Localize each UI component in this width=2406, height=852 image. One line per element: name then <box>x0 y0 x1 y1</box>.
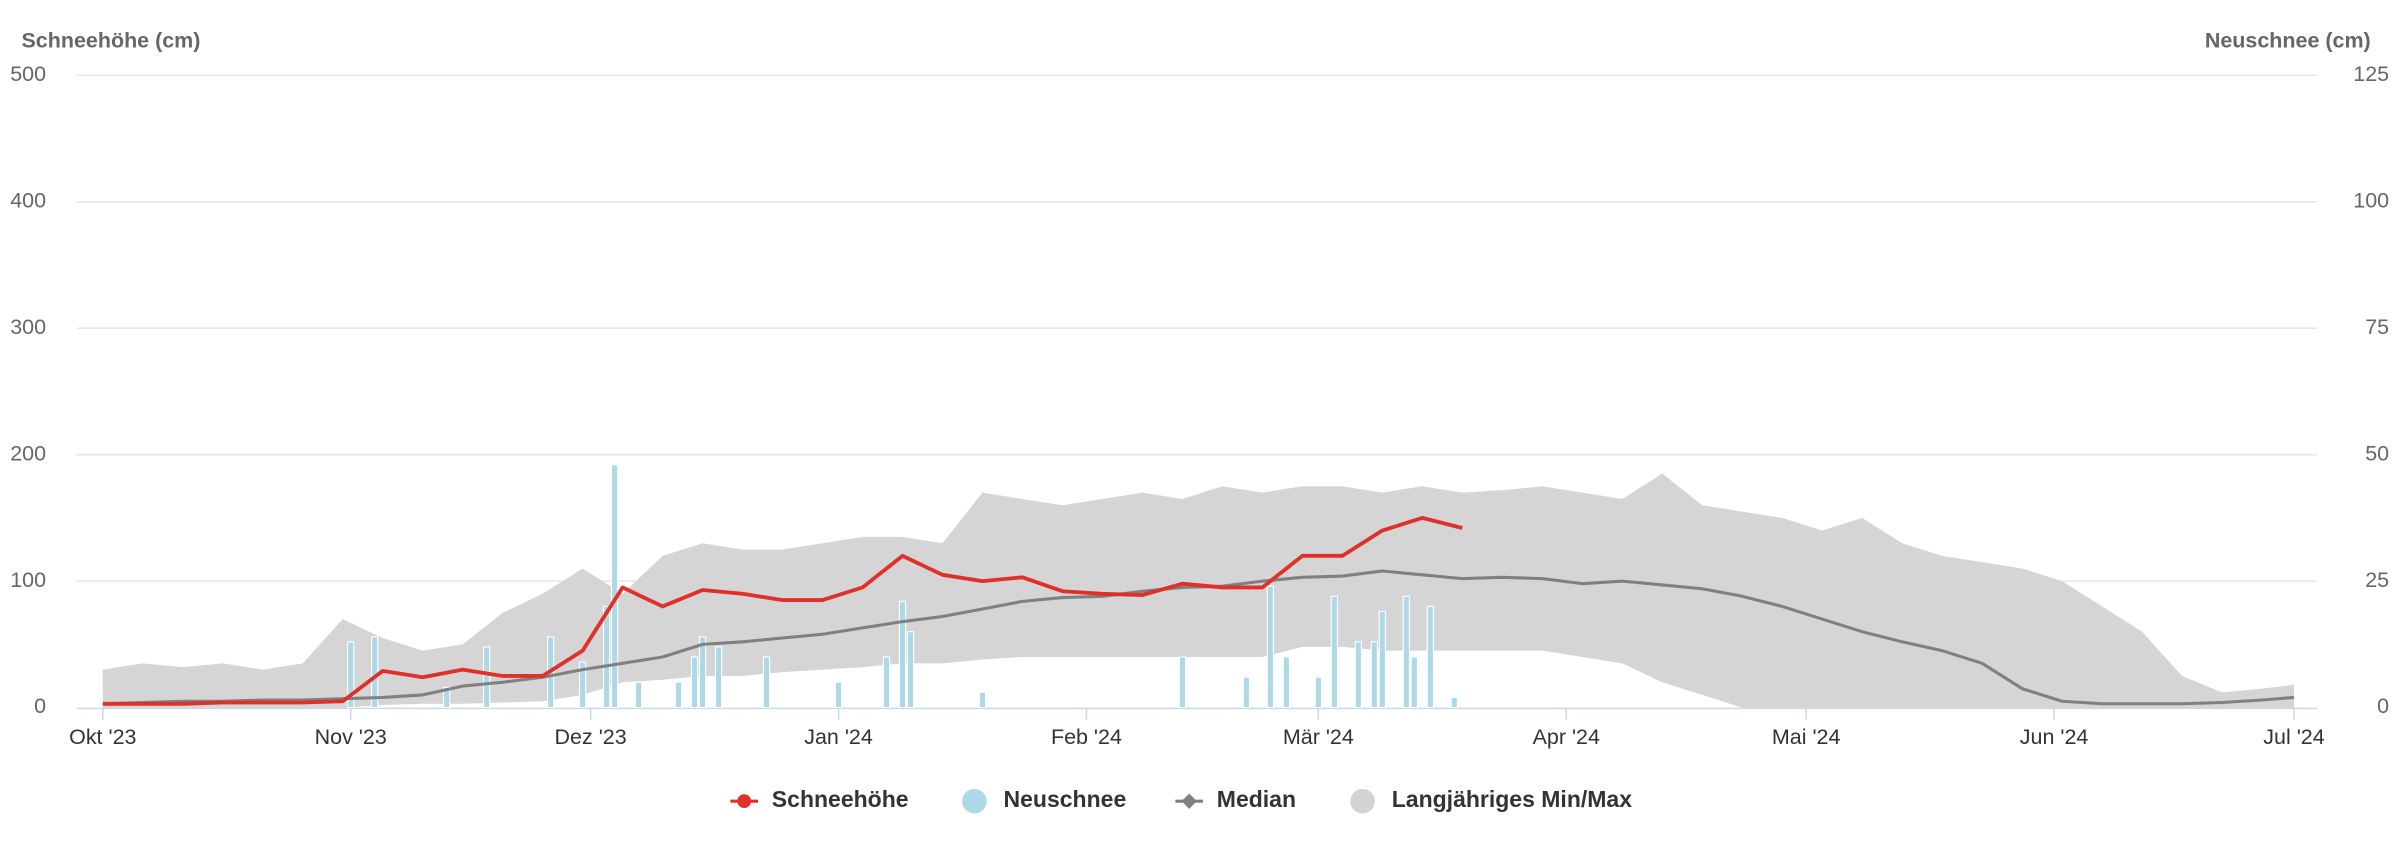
y2-tick-label: 100 <box>2353 188 2389 212</box>
series-line <box>102 515 1463 706</box>
new-snow-bar <box>674 681 683 709</box>
x-tick-label: Jul '24 <box>2263 725 2324 749</box>
new-snow-bar <box>1370 641 1378 709</box>
new-snow-bar <box>1282 656 1290 709</box>
new-snow-bar <box>1330 595 1338 709</box>
new-snow-bar <box>1178 656 1187 709</box>
legend-symbol <box>737 794 752 809</box>
new-snow-bar <box>714 646 723 709</box>
min-max-band <box>102 473 2294 708</box>
new-snow-bar <box>611 464 619 709</box>
x-tick-label: Mai '24 <box>1772 725 1841 749</box>
y-tick-label: 200 <box>10 441 46 465</box>
legend-symbol <box>962 788 987 814</box>
new-snow-bar <box>1242 676 1250 709</box>
y2-tick-label: 75 <box>2365 315 2389 339</box>
new-snow-bar <box>906 631 915 709</box>
new-snow-bar <box>690 656 699 709</box>
new-snow-bar <box>443 686 451 709</box>
x-tick-label: Feb '24 <box>1051 725 1122 749</box>
y-tick-label: 500 <box>10 62 46 86</box>
y-tick-label: 400 <box>10 188 46 212</box>
new-snow-bar <box>603 605 611 709</box>
new-snow-bar <box>834 681 843 709</box>
new-snow-bar <box>371 636 379 709</box>
new-snow-bar <box>1266 585 1274 709</box>
y2-tick-label: 125 <box>2353 62 2389 86</box>
new-snow-bar <box>882 656 891 709</box>
x-tick-label: Apr '24 <box>1533 725 1600 749</box>
new-snow-bar <box>1402 595 1410 709</box>
y2-tick-label: 50 <box>2365 441 2389 465</box>
new-snow-bar <box>698 636 707 709</box>
legend-label[interactable]: Neuschnee <box>1004 786 1127 812</box>
x-tick-label: Jan '24 <box>804 725 873 749</box>
legend-symbol <box>1350 788 1375 814</box>
x-tick-label: Mär '24 <box>1283 725 1354 749</box>
new-snow-bar <box>1426 605 1434 709</box>
new-snow-bar <box>483 646 491 709</box>
new-snow-bar <box>347 641 355 709</box>
y2-tick-label: 25 <box>2365 568 2389 592</box>
new-snow-bar <box>1314 676 1322 709</box>
y-tick-label: 0 <box>34 694 46 718</box>
new-snow-bar <box>898 600 907 709</box>
y-tick-label: 100 <box>10 568 46 592</box>
new-snow-bar <box>978 691 987 709</box>
legend-label[interactable]: Schneehöhe <box>772 786 909 812</box>
x-tick-label: Jun '24 <box>2020 725 2089 749</box>
y-axis-title: Schneehöhe (cm) <box>21 28 200 52</box>
new-snow-bar <box>1450 696 1458 709</box>
x-tick-label: Nov '23 <box>315 725 387 749</box>
legend-label[interactable]: Langjähriges Min/Max <box>1392 786 1632 812</box>
new-snow-bar <box>762 656 771 709</box>
legend-symbol <box>1181 793 1197 809</box>
legend-label[interactable]: Median <box>1217 786 1296 812</box>
x-tick-label: Dez '23 <box>555 725 627 749</box>
new-snow-bar <box>1378 610 1386 709</box>
new-snow-bar <box>1354 641 1362 709</box>
x-tick-label: Okt '23 <box>69 725 136 749</box>
new-snow-bar <box>579 661 587 709</box>
new-snow-bar <box>1410 656 1418 709</box>
new-snow-bar <box>635 681 643 709</box>
y2-tick-label: 0 <box>2377 694 2389 718</box>
y2-axis-title: Neuschnee (cm) <box>2205 28 2371 52</box>
y-tick-label: 300 <box>10 315 46 339</box>
